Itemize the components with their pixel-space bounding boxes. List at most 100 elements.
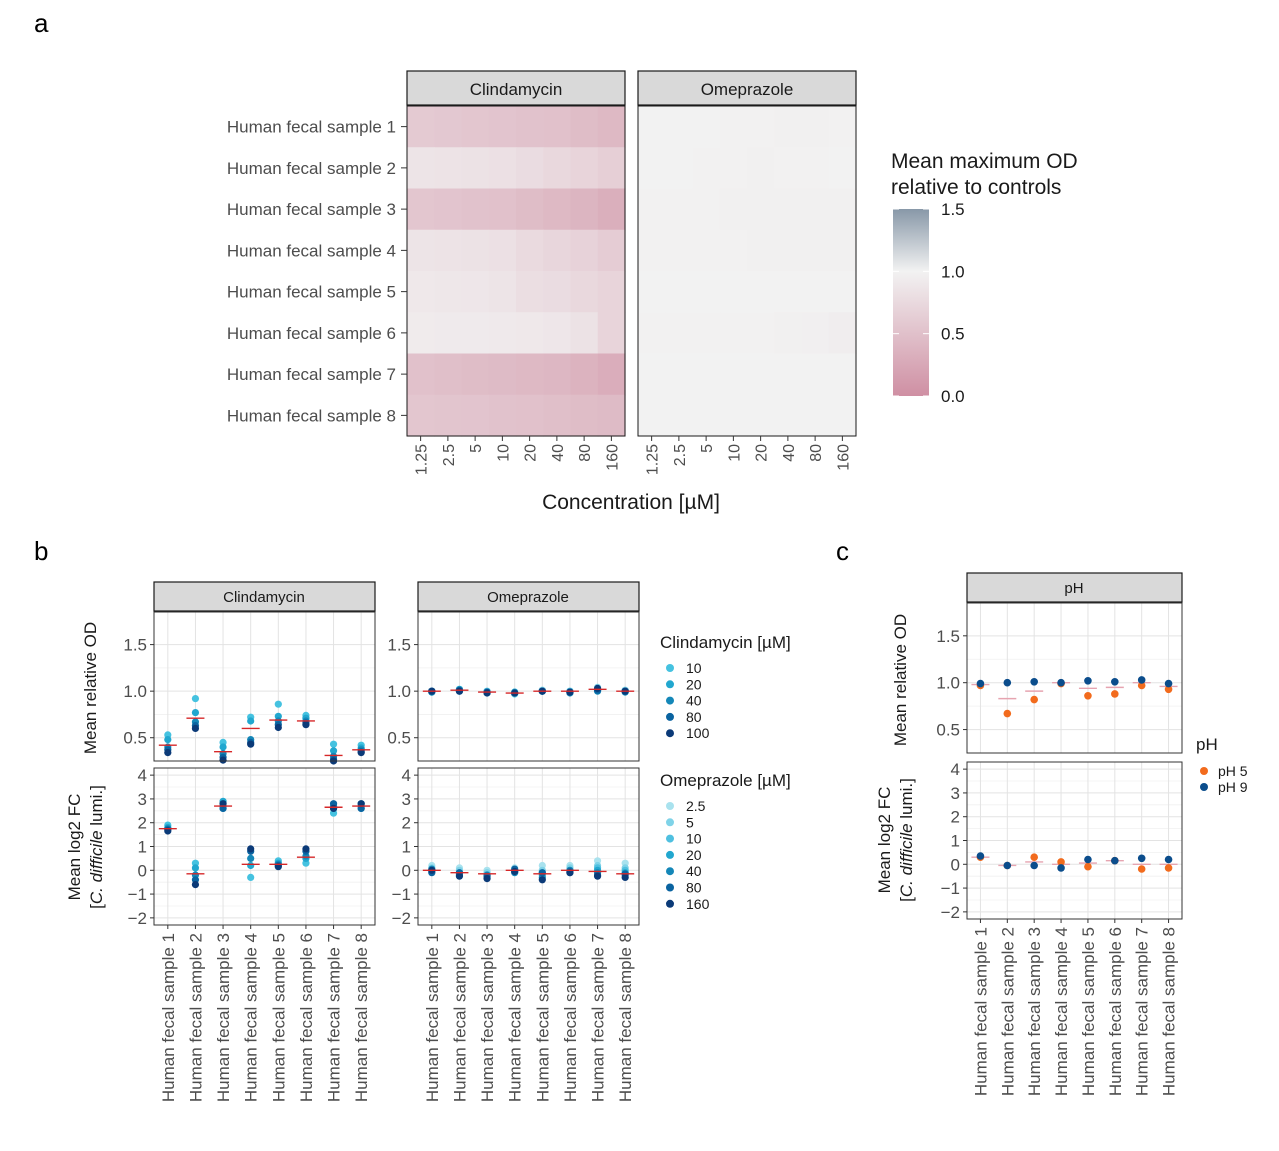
c-ph-fc-x-tick-label: Human fecal sample 1 bbox=[971, 927, 990, 1096]
heatmap-cell-clindamycin-s5-c6 bbox=[543, 271, 572, 313]
heatmap-y-tick-label: Human fecal sample 5 bbox=[227, 283, 396, 302]
c-ph-fc-y-tick-label: 2 bbox=[951, 808, 960, 827]
heatmap-cell-clindamycin-s4-c7 bbox=[570, 229, 599, 272]
heatmap-cell-clindamycin-s3-c5 bbox=[516, 188, 544, 231]
b-legend-label-omeprazole: 10 bbox=[686, 831, 702, 847]
b-clindamycin-fc-y-tick-label: 4 bbox=[138, 766, 147, 785]
heatmap-cell-omeprazole-s5-c7 bbox=[801, 271, 830, 313]
b-clindamycin-fc-point bbox=[247, 873, 255, 882]
c-ph-od-plot-bg bbox=[967, 603, 1182, 753]
heatmap-cell-omeprazole-s7-c5 bbox=[747, 353, 775, 396]
heatmap-cell-clindamycin-s8-c7 bbox=[570, 394, 599, 437]
b-legend-label-omeprazole: 40 bbox=[686, 863, 702, 879]
panel-b-scatter: Clindamycin Omeprazole 0.5 1.0 1.5 −2 −1 0 1 2 3… bbox=[65, 581, 791, 1102]
c-ph-fc-point-ph5 bbox=[1084, 862, 1092, 871]
heatmap-panel-border-omeprazole bbox=[637, 105, 857, 437]
b-legend-key-omeprazole bbox=[666, 867, 674, 876]
heatmap-y-tick-label: Human fecal sample 1 bbox=[227, 118, 396, 137]
b-clindamycin-od-point bbox=[357, 749, 365, 757]
heatmap-cell-omeprazole-s3-c2 bbox=[665, 188, 694, 231]
heatmap-x-tick-label: 160 bbox=[604, 444, 621, 471]
heatmap-cell-clindamycin-s4-c3 bbox=[461, 229, 490, 272]
b-omeprazole-fc-x-tick-label: Human fecal sample 1 bbox=[423, 933, 442, 1102]
heatmap-cell-clindamycin-s3-c7 bbox=[570, 188, 599, 231]
c-ph-od-point-ph9 bbox=[1003, 678, 1012, 687]
b-legend-label-clindamycin: 20 bbox=[686, 676, 702, 692]
strip-c-ph bbox=[966, 572, 1183, 603]
b-omeprazole-fc-x-tick-label: Human fecal sample 4 bbox=[506, 933, 525, 1102]
heatmap-cell-omeprazole-s3-c1 bbox=[638, 188, 666, 231]
c-ph-fc-point-ph5 bbox=[1030, 853, 1038, 861]
heatmap-cell-omeprazole-s5-c2 bbox=[665, 271, 694, 313]
heatmap-cell-omeprazole-s6-c5 bbox=[747, 312, 775, 355]
heatmap-cell-omeprazole-s8-c4 bbox=[719, 394, 748, 437]
b-clindamycin-fc-y-tick-label: −1 bbox=[128, 885, 147, 904]
b-omeprazole-fc-y-tick-label: 0 bbox=[402, 861, 411, 880]
heatmap-cell-clindamycin-s8-c8 bbox=[597, 394, 626, 437]
b-clindamycin-fc-x-tick-label: Human fecal sample 4 bbox=[242, 933, 261, 1102]
heatmap-cell-clindamycin-s4-c2 bbox=[434, 229, 463, 272]
heatmap-cell-omeprazole-s8-c5 bbox=[747, 394, 775, 437]
b-clindamycin-fc-point bbox=[329, 804, 338, 813]
heatmap-cell-clindamycin-s5-c5 bbox=[516, 271, 544, 313]
heatmap-cell-omeprazole-s7-c2 bbox=[665, 353, 694, 396]
b-omeprazole-fc-point bbox=[621, 873, 629, 882]
heatmap-cell-clindamycin-s1-c8 bbox=[597, 106, 626, 148]
heatmap-cell-omeprazole-s4-c8 bbox=[828, 229, 857, 272]
b-legend-key-clindamycin bbox=[666, 680, 674, 689]
b-omeprazole-fc-y-tick-label: 1 bbox=[402, 838, 411, 857]
c-ylabel-fc-line2: [C. difficile lumi.] bbox=[897, 778, 916, 902]
heatmap-x-tick-label: 5 bbox=[468, 444, 485, 453]
b-clindamycin-od-y-tick-label: 0.5 bbox=[123, 729, 147, 748]
c-legend-key bbox=[1200, 783, 1208, 791]
heatmap-cell-clindamycin-s1-c7 bbox=[570, 106, 599, 148]
c-ph-fc-y-tick-label: 3 bbox=[951, 784, 960, 803]
b-omeprazole-od-point bbox=[483, 689, 491, 697]
b-clindamycin-od-point bbox=[219, 756, 227, 764]
heatmap-cell-omeprazole-s1-c1 bbox=[638, 106, 666, 148]
b-legend-label-omeprazole: 5 bbox=[686, 814, 694, 830]
heatmap-cell-omeprazole-s1-c4 bbox=[719, 106, 748, 148]
heatmap-y-tick-label: Human fecal sample 2 bbox=[227, 159, 396, 178]
b-omeprazole-fc-y-tick-label: −2 bbox=[392, 909, 411, 928]
b-clindamycin-od-point bbox=[191, 724, 200, 733]
b-omeprazole-fc-x-tick-label: Human fecal sample 7 bbox=[589, 933, 608, 1102]
heatmap-cell-clindamycin-s6-c5 bbox=[516, 312, 544, 355]
heatmap-cell-clindamycin-s8-c2 bbox=[434, 394, 463, 437]
b-clindamycin-od-point bbox=[191, 695, 200, 703]
heatmap-cell-clindamycin-s1-c3 bbox=[461, 106, 490, 148]
b-omeprazole-od-y-tick-label: 1.5 bbox=[387, 636, 411, 655]
c-ph-fc-y-tick-label: 4 bbox=[951, 760, 960, 779]
heatmap-cell-omeprazole-s3-c8 bbox=[828, 188, 857, 231]
strip-a-clindamycin-label: Clindamycin bbox=[470, 80, 563, 99]
b-omeprazole-od-y-tick-label: 1.0 bbox=[387, 682, 411, 701]
heatmap-cell-omeprazole-s1-c3 bbox=[692, 106, 721, 148]
c-ph-od-point-ph9 bbox=[1137, 676, 1146, 684]
heatmap-cell-omeprazole-s6-c4 bbox=[719, 312, 748, 355]
heatmap-cell-clindamycin-s3-c6 bbox=[543, 188, 572, 231]
b-clindamycin-od-point bbox=[191, 709, 200, 717]
heatmap-cell-clindamycin-s6-c8 bbox=[597, 312, 626, 355]
b-clindamycin-fc-point bbox=[191, 864, 200, 872]
b-omeprazole-od-plot-border bbox=[417, 611, 640, 762]
b-clindamycin-od-point bbox=[329, 740, 338, 748]
c-ph-od-point-ph9 bbox=[1084, 677, 1092, 685]
heatmap-cell-clindamycin-s4-c6 bbox=[543, 229, 572, 272]
heatmap-cell-clindamycin-s6-c6 bbox=[543, 312, 572, 355]
b-clindamycin-od-point bbox=[164, 736, 172, 744]
b-clindamycin-fc-x-tick-label: Human fecal sample 7 bbox=[325, 933, 344, 1102]
heatmap-cell-omeprazole-s1-c5 bbox=[747, 106, 775, 148]
b-omeprazole-fc-x-tick-label: Human fecal sample 5 bbox=[533, 933, 552, 1102]
heatmap-cell-omeprazole-s6-c7 bbox=[801, 312, 830, 355]
b-omeprazole-fc-x-tick-label: Human fecal sample 3 bbox=[478, 933, 497, 1102]
heatmap-cell-clindamycin-s1-c6 bbox=[543, 106, 572, 148]
heatmap-cell-clindamycin-s3-c4 bbox=[488, 188, 517, 231]
heatmap-cell-clindamycin-s7-c5 bbox=[516, 353, 544, 396]
c-ph-od-point-ph5 bbox=[1003, 709, 1012, 718]
c-ph-od-point-ph9 bbox=[1164, 679, 1173, 688]
c-ph-od-point-ph9 bbox=[1111, 678, 1119, 686]
heatmap-cell-omeprazole-s4-c6 bbox=[774, 229, 803, 272]
b-omeprazole-fc-y-tick-label: 4 bbox=[402, 766, 411, 785]
